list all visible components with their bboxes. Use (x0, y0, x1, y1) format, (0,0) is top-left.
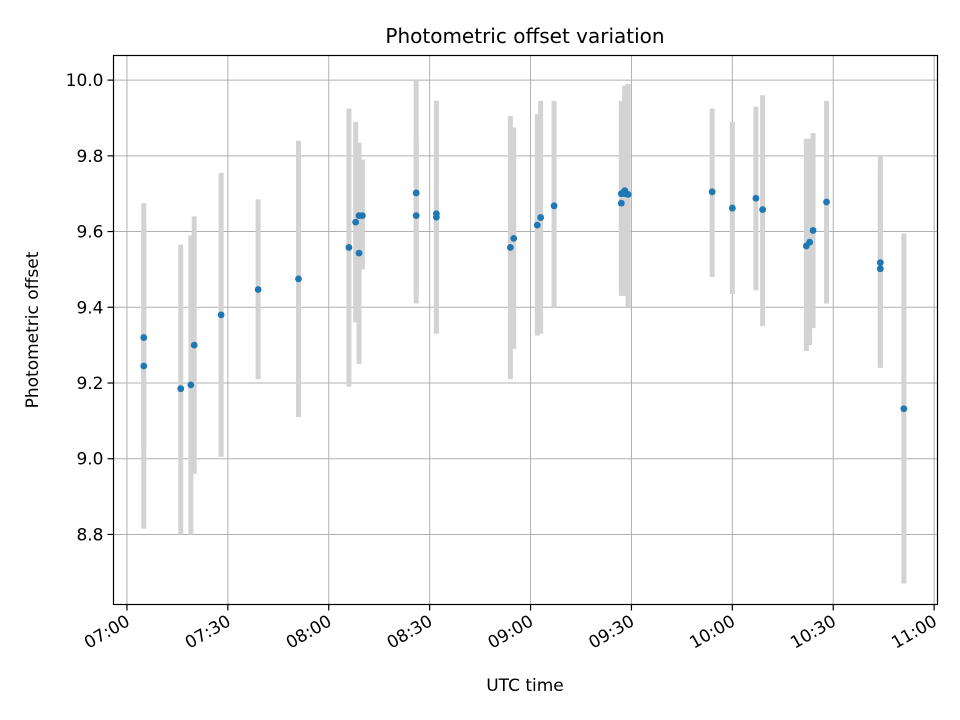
grid (113, 55, 938, 605)
data-point (533, 221, 541, 229)
data-point (510, 234, 518, 242)
data-point (345, 244, 353, 251)
data-point (140, 362, 148, 370)
y-tick-label: 9.2 (76, 374, 103, 394)
data-point (550, 202, 558, 210)
data-point (140, 334, 148, 341)
data-point (823, 198, 830, 206)
y-tick-label: 8.8 (76, 525, 103, 545)
plot-frame (112, 54, 939, 606)
chart-title: Photometric offset variation (385, 24, 664, 48)
data-point (876, 265, 884, 273)
data-point (708, 188, 716, 196)
data-point (295, 275, 302, 283)
data-point (187, 381, 195, 389)
data-point (617, 199, 625, 207)
y-tick-label: 9.0 (76, 450, 103, 470)
data-point (412, 189, 420, 197)
data-point (759, 206, 767, 213)
y-tick-label: 9.4 (76, 298, 103, 318)
data-point (624, 191, 632, 198)
data-point (254, 286, 262, 293)
data-points (140, 187, 908, 413)
data-point (900, 405, 908, 413)
y-axis: 8.8 9.0 9.2 9.4 9.6 9.8 10.0 (66, 71, 114, 545)
data-point (352, 218, 360, 226)
y-axis-title: Photometric offset (23, 251, 43, 408)
data-point (809, 227, 817, 234)
data-point (190, 341, 198, 349)
data-point (728, 204, 736, 212)
data-point (217, 311, 225, 319)
data-point (752, 194, 760, 202)
data-point (355, 249, 363, 257)
y-tick-label: 9.6 (76, 223, 103, 243)
data-point (432, 210, 440, 218)
data-point (506, 244, 514, 251)
data-point (876, 259, 884, 267)
data-point (537, 214, 545, 221)
y-tick-label: 10.0 (66, 71, 104, 91)
data-point (806, 238, 814, 246)
data-point (412, 212, 420, 220)
data-point (358, 212, 366, 220)
y-tick-label: 9.8 (76, 147, 103, 167)
data-point (177, 385, 185, 393)
x-axis-title: UTC time (486, 676, 564, 696)
